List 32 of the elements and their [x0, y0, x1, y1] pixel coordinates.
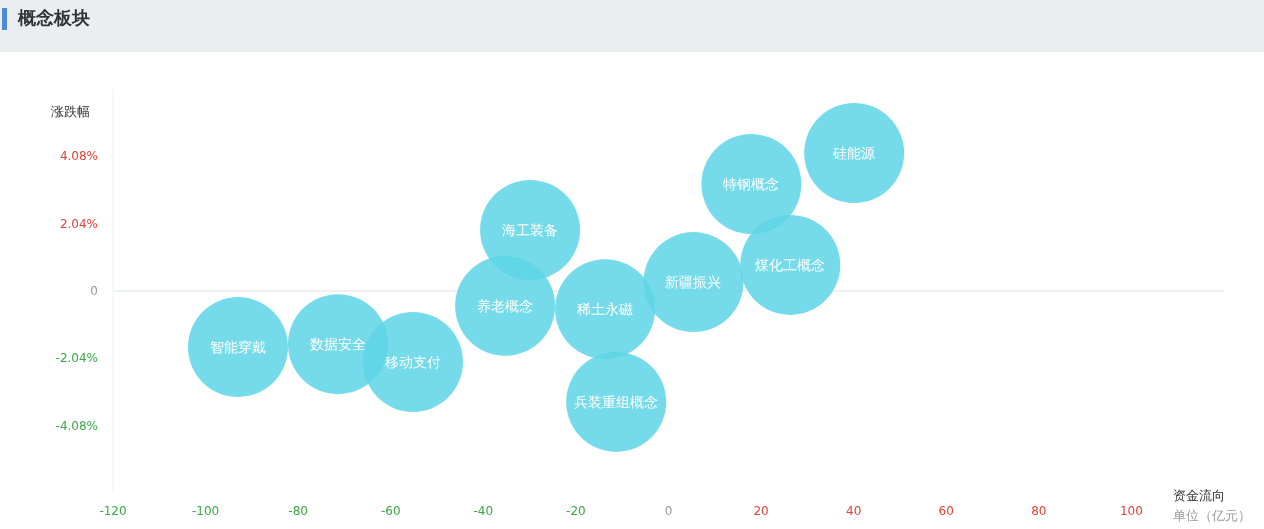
y-axis-title: 涨跌幅: [51, 104, 90, 119]
series-label: 养老概念: [477, 297, 534, 314]
y-tick-label: 2.04%: [59, 216, 98, 231]
x-tick-label: -20: [566, 504, 586, 518]
x-tick-label: 0: [664, 504, 673, 518]
x-tick-label: -40: [473, 504, 494, 518]
x-tick-label: 20: [753, 504, 769, 518]
series-label: 硅能源: [832, 145, 876, 162]
x-tick-label: 80: [1031, 504, 1047, 518]
series-label: 稀土永磁: [577, 301, 634, 318]
x-tick-label: -80: [288, 504, 308, 518]
series-label: 数据安全: [309, 336, 366, 353]
y-tick-label: 4.08%: [59, 149, 98, 164]
y-tick-label: 0: [90, 284, 98, 298]
series-label: 兵装重组概念: [574, 393, 659, 410]
chart-title: 概念板块: [18, 6, 90, 30]
series-label: 海工装备: [502, 221, 559, 238]
x-axis-title: 资金流向: [1173, 488, 1225, 503]
series-label: 智能穿戴: [209, 339, 266, 356]
series-label: 移动支付: [384, 353, 441, 370]
series-label: 新疆振兴: [665, 274, 722, 291]
x-tick-label: 100: [1119, 504, 1143, 518]
series-label: 特钢概念: [723, 176, 780, 193]
x-tick-label: -60: [380, 504, 401, 518]
text: 单位（亿元）: [1173, 508, 1251, 523]
y-tick-label: -4.08%: [55, 418, 98, 433]
x-tick-label: 60: [938, 504, 954, 518]
x-tick-label: -120: [99, 504, 127, 518]
y-tick-label: -2.04%: [55, 351, 98, 366]
x-tick-label: 40: [846, 504, 862, 518]
series-label: 煤化工概念: [755, 256, 826, 273]
x-tick-label: -100: [191, 504, 220, 518]
